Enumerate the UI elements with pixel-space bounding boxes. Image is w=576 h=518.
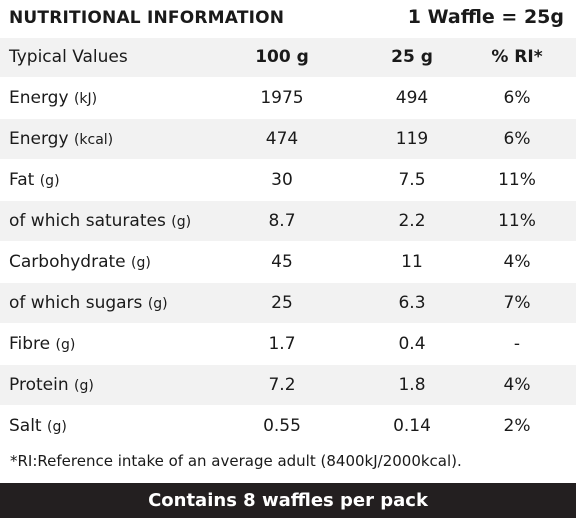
nutrient-name: Carbohydrate	[9, 252, 126, 272]
nutrient-label: Energy (kJ)	[9, 78, 97, 118]
table-row: Energy (kJ) 1975 494 6%	[0, 78, 576, 119]
nutrient-unit: (g)	[55, 337, 76, 353]
nutrient-name: Energy	[9, 88, 69, 108]
table-header-row: Typical Values 100 g 25 g % RI*	[0, 38, 576, 78]
value-per-100g: 0.55	[263, 416, 301, 436]
nutrition-table: Typical Values 100 g 25 g % RI* Energy (…	[0, 38, 576, 447]
value-per-100g: 25	[271, 293, 293, 313]
value-per-25g: 0.14	[393, 416, 431, 436]
nutrient-label: Salt (g)	[9, 406, 67, 446]
value-ri: 6%	[503, 129, 531, 149]
value-per-100g: 1975	[260, 88, 304, 108]
value-per-25g: 0.4	[398, 334, 426, 354]
value-ri: 4%	[503, 375, 531, 395]
value-ri: 7%	[503, 293, 531, 313]
column-header-ri: % RI*	[491, 47, 543, 67]
column-header-25g: 25 g	[391, 47, 433, 67]
ri-footnote: *RI:Reference intake of an average adult…	[10, 452, 462, 470]
value-per-100g: 45	[271, 252, 293, 272]
nutrition-title: NUTRITIONAL INFORMATION	[9, 8, 285, 28]
value-per-25g: 494	[395, 88, 429, 108]
table-row: Salt (g) 0.55 0.14 2%	[0, 406, 576, 447]
table-row: of which saturates (g) 8.7 2.2 11%	[0, 201, 576, 242]
nutrient-name: Protein	[9, 375, 69, 395]
nutrient-unit: (g)	[131, 255, 151, 271]
value-per-100g: 474	[265, 129, 299, 149]
nutrient-unit: (kJ)	[73, 91, 98, 107]
serving-size: 1 Waffle = 25g	[407, 6, 564, 28]
value-per-25g: 7.5	[398, 170, 426, 190]
nutrient-unit: (g)	[74, 378, 94, 394]
value-ri: 4%	[503, 252, 531, 272]
value-per-100g: 8.7	[268, 211, 296, 231]
value-per-25g: 6.3	[398, 293, 426, 313]
nutrient-name: Fat	[9, 170, 35, 190]
value-per-25g: 119	[395, 129, 429, 149]
value-per-100g: 1.7	[268, 334, 296, 354]
value-per-100g: 7.2	[268, 375, 296, 395]
value-ri: 2%	[503, 416, 531, 436]
column-header-100g: 100 g	[255, 47, 309, 67]
value-ri: 6%	[503, 88, 531, 108]
table-row: of which sugars (g) 25 6.3 7%	[0, 283, 576, 324]
nutrient-unit: (g)	[147, 296, 168, 312]
nutrient-unit: (kcal)	[73, 132, 114, 148]
nutrient-unit: (g)	[47, 419, 67, 435]
value-ri: 11%	[498, 170, 536, 190]
pack-contents-banner: Contains 8 waffles per pack	[0, 483, 576, 518]
value-per-25g: 1.8	[398, 375, 426, 395]
nutrient-label: of which sugars (g)	[9, 283, 168, 323]
nutrient-label: Fat (g)	[9, 160, 60, 200]
value-ri: -	[513, 334, 521, 354]
nutrient-label: Carbohydrate (g)	[9, 242, 151, 282]
nutrient-name: Fibre	[9, 334, 51, 354]
nutrient-name: of which sugars	[9, 293, 143, 313]
nutrient-name: Salt	[9, 416, 42, 436]
value-per-25g: 2.2	[398, 211, 426, 231]
value-ri: 11%	[498, 211, 536, 231]
table-row: Carbohydrate (g) 45 11 4%	[0, 242, 576, 283]
value-per-100g: 30	[271, 170, 293, 190]
nutrient-unit: (g)	[171, 214, 192, 230]
table-row: Fat (g) 30 7.5 11%	[0, 160, 576, 201]
nutrient-label: of which saturates (g)	[9, 201, 191, 241]
nutrient-name: Energy	[9, 129, 69, 149]
table-row: Protein (g) 7.2 1.8 4%	[0, 365, 576, 406]
nutrient-name: of which saturates	[9, 211, 166, 231]
table-row: Fibre (g) 1.7 0.4 -	[0, 324, 576, 365]
value-per-25g: 11	[401, 252, 423, 272]
nutrient-unit: (g)	[39, 173, 60, 189]
nutrient-label: Energy (kcal)	[9, 119, 113, 159]
nutrient-label: Protein (g)	[9, 365, 94, 405]
column-header-typical-values: Typical Values	[9, 47, 128, 67]
label-header: NUTRITIONAL INFORMATION 1 Waffle = 25g	[0, 0, 576, 38]
nutrient-label: Fibre (g)	[9, 324, 75, 364]
table-row: Energy (kcal) 474 119 6%	[0, 119, 576, 160]
